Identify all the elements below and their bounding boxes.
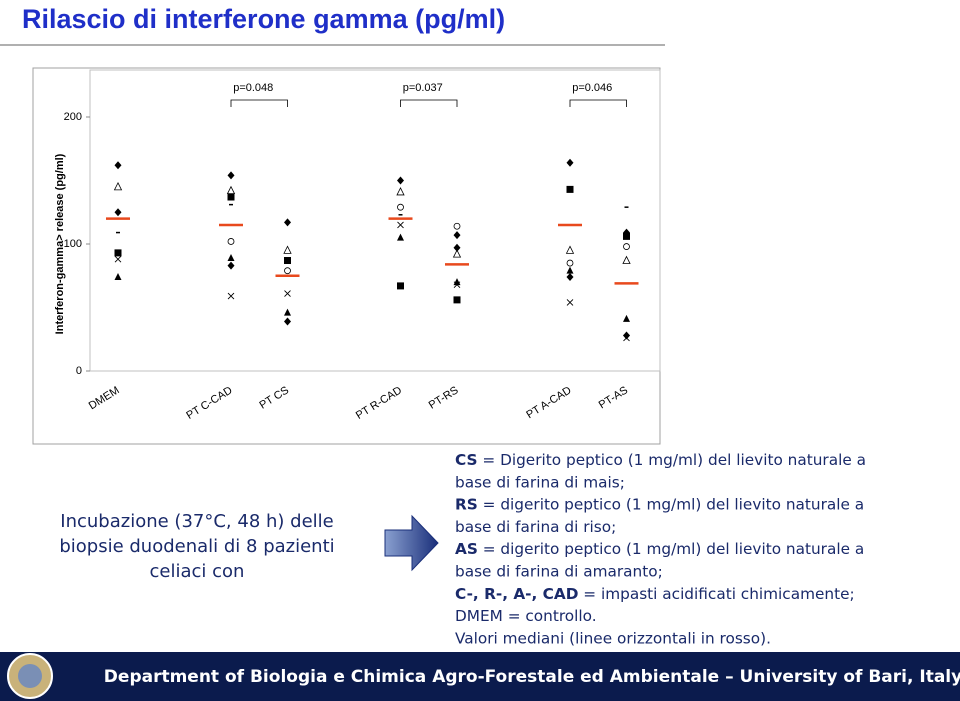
data-point bbox=[113, 181, 123, 191]
arrow bbox=[384, 514, 439, 572]
intro-text: biopsie duodenali di 8 pazienti bbox=[59, 536, 334, 557]
intro-text: Incubazione (37°C, 48 h) delle bbox=[60, 511, 333, 532]
slide-title: Rilascio di interferone gamma (pg/ml) bbox=[22, 4, 505, 34]
data-point bbox=[397, 203, 404, 211]
data-point bbox=[227, 238, 235, 245]
data-point bbox=[227, 253, 235, 261]
y-tick-label: 200 bbox=[64, 111, 82, 123]
data-point bbox=[622, 255, 631, 264]
note-definition: base di farina di amaranto; bbox=[455, 562, 663, 580]
data-point bbox=[566, 266, 574, 274]
data-point bbox=[566, 299, 574, 306]
data-point bbox=[227, 292, 235, 300]
note-line: AS = digerito peptico (1 mg/ml) del liev… bbox=[455, 540, 864, 558]
data-point bbox=[453, 278, 461, 286]
intro-text: celiaci con bbox=[150, 561, 245, 582]
note-line: base di farina di mais; bbox=[455, 473, 625, 491]
data-point bbox=[114, 208, 122, 217]
data-point bbox=[114, 273, 122, 281]
data-point bbox=[114, 161, 122, 170]
data-point bbox=[397, 176, 404, 185]
note-definition: = digerito peptico (1 mg/ml) del lievito… bbox=[478, 495, 864, 513]
data-point bbox=[566, 273, 574, 282]
y-tick-label: 100 bbox=[64, 238, 82, 250]
note-line: C-, R-, A-, CAD = impasti acidificati ch… bbox=[455, 584, 855, 602]
note-line: base di farina di riso; bbox=[455, 517, 616, 535]
data-point bbox=[284, 267, 291, 275]
note-term: AS bbox=[455, 540, 478, 558]
data-point bbox=[453, 231, 461, 240]
note-definition: base di farina di mais; bbox=[455, 473, 625, 491]
data-point bbox=[565, 245, 575, 254]
data-point bbox=[453, 243, 461, 252]
note-term: C-, R-, A-, CAD bbox=[455, 584, 578, 602]
note-term: CS bbox=[455, 451, 478, 469]
note-line: base di farina di amaranto; bbox=[455, 562, 663, 580]
data-point bbox=[452, 249, 462, 258]
p-value: p=0.048 bbox=[233, 82, 273, 94]
significance-bracket bbox=[230, 99, 288, 107]
p-value: p=0.046 bbox=[572, 82, 612, 94]
note-line: DMEM = controllo. bbox=[455, 607, 597, 625]
data-point bbox=[396, 187, 405, 196]
data-point bbox=[227, 193, 235, 201]
data-point bbox=[566, 185, 574, 193]
note-term: RS bbox=[455, 495, 478, 513]
data-point bbox=[227, 171, 235, 180]
note-line: RS = digerito peptico (1 mg/ml) del liev… bbox=[455, 495, 864, 513]
note-definition: Valori mediani (linee orizzontali in ros… bbox=[455, 629, 771, 647]
data-point bbox=[623, 243, 630, 250]
significance-bracket bbox=[400, 99, 458, 107]
data-point bbox=[284, 308, 291, 316]
data-point bbox=[623, 232, 630, 240]
data-point bbox=[284, 290, 291, 297]
note-line: CS = Digerito peptico (1 mg/ml) del liev… bbox=[455, 451, 866, 469]
footer-bar bbox=[0, 652, 960, 701]
data-point bbox=[453, 296, 461, 304]
data-point bbox=[284, 257, 291, 265]
note-definition: DMEM = controllo. bbox=[455, 607, 597, 625]
p-value: p=0.037 bbox=[403, 82, 443, 94]
data-point bbox=[397, 282, 404, 290]
y-axis-label: Interferon-gamma> release (pg/ml) bbox=[54, 153, 66, 334]
data-point bbox=[114, 255, 122, 263]
note-line: Valori mediani (linee orizzontali in ros… bbox=[455, 629, 771, 647]
data-point bbox=[283, 245, 292, 254]
plot-area bbox=[89, 69, 661, 372]
note-definition: = Digerito peptico (1 mg/ml) del lievito… bbox=[478, 451, 866, 469]
note-definition: = digerito peptico (1 mg/ml) del lievito… bbox=[478, 540, 864, 558]
logo-center bbox=[18, 664, 42, 688]
y-tick-label: 0 bbox=[76, 365, 82, 377]
footer-text: Department of Biologia e Chimica Agro-Fo… bbox=[104, 667, 960, 687]
note-definition: base di farina di riso; bbox=[455, 517, 616, 535]
data-point bbox=[284, 317, 291, 326]
data-point bbox=[227, 261, 235, 270]
data-point bbox=[453, 222, 461, 230]
data-point bbox=[114, 249, 122, 257]
data-point bbox=[284, 218, 291, 227]
data-point bbox=[623, 314, 630, 322]
data-point bbox=[623, 331, 630, 340]
data-point bbox=[397, 221, 404, 229]
data-point bbox=[566, 259, 574, 267]
data-point bbox=[397, 233, 404, 241]
note-definition: = impasti acidificati chimicamente; bbox=[578, 584, 854, 602]
significance-bracket bbox=[569, 99, 627, 107]
